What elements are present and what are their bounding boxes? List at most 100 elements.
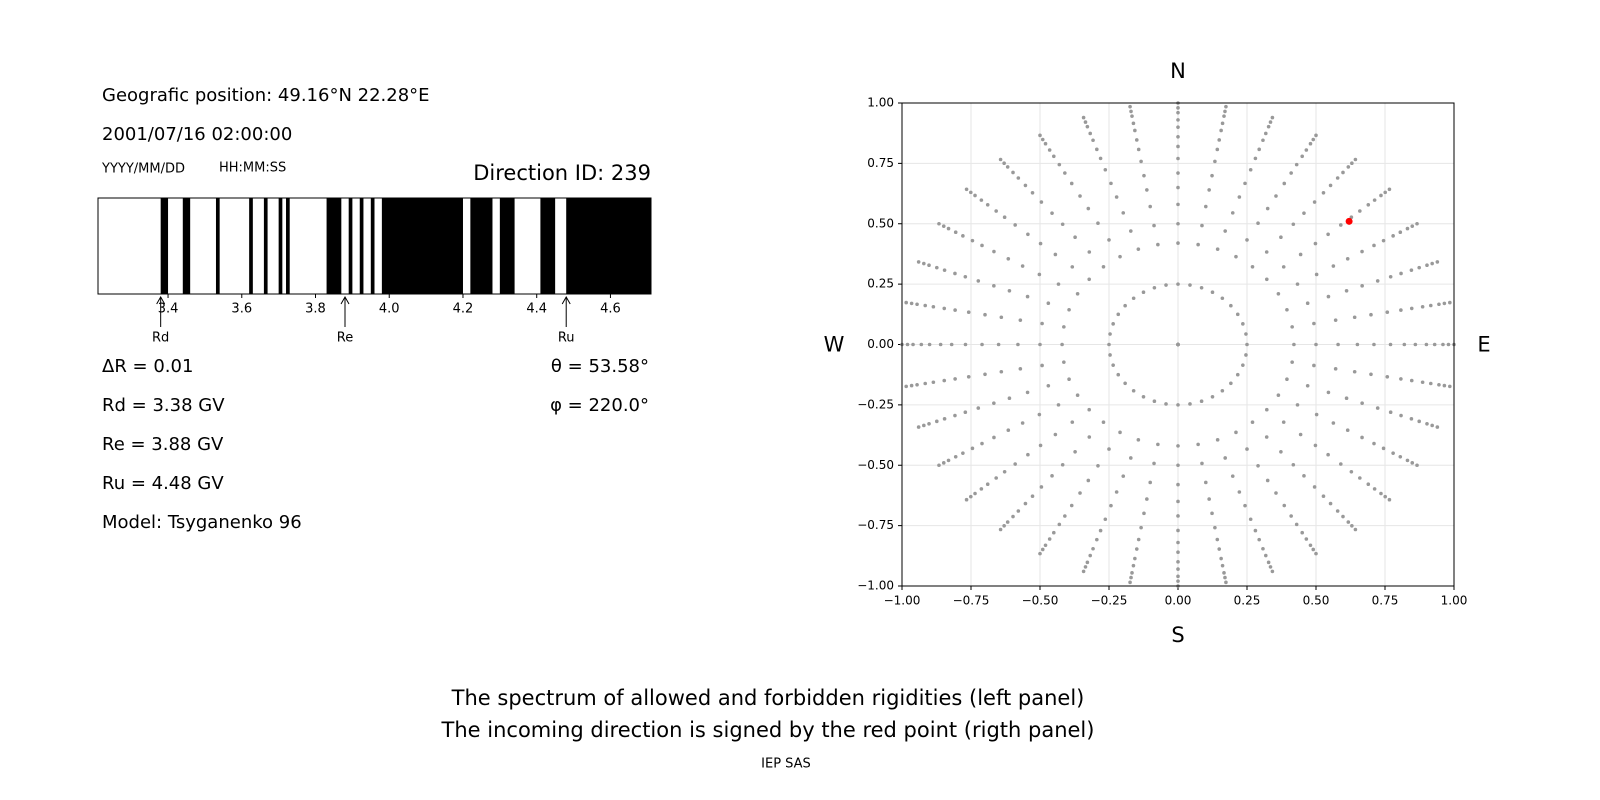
direction-point xyxy=(1121,474,1126,478)
direction-point xyxy=(1046,383,1051,388)
direction-point xyxy=(1241,363,1245,367)
direction-point xyxy=(1428,381,1433,386)
direction-point xyxy=(1005,165,1010,169)
forbidden-band xyxy=(160,198,169,294)
forbidden-band xyxy=(215,198,220,294)
compass-west: W xyxy=(824,333,845,357)
direction-point xyxy=(1176,221,1180,226)
direction-point xyxy=(1312,321,1316,326)
direction-point xyxy=(923,381,928,386)
direction-point xyxy=(1326,390,1331,395)
direction-point xyxy=(1257,147,1261,152)
x-tick-label: −0.50 xyxy=(1022,594,1059,608)
direction-point xyxy=(1067,377,1071,381)
direction-point xyxy=(1405,226,1410,231)
direction-point xyxy=(1335,509,1340,513)
direction-point xyxy=(1016,176,1021,180)
direction-point xyxy=(1038,443,1043,448)
direction-point xyxy=(1107,238,1111,242)
direction-point xyxy=(1133,556,1137,561)
direction-point xyxy=(963,274,968,279)
direction-point xyxy=(1109,503,1113,508)
direction-id: Direction ID: 239 xyxy=(473,161,651,185)
direction-point xyxy=(1353,527,1358,532)
direction-point xyxy=(1075,393,1080,398)
direction-point xyxy=(1265,206,1270,211)
direction-point xyxy=(1295,282,1300,286)
direction-point xyxy=(1083,565,1088,569)
direction-point xyxy=(1420,304,1425,309)
direction-point xyxy=(1210,173,1214,178)
direction-point xyxy=(1215,147,1220,152)
forbidden-band xyxy=(566,198,651,294)
direction-point xyxy=(931,304,936,309)
direction-point xyxy=(1038,133,1042,138)
direction-point xyxy=(922,261,926,266)
direction-point xyxy=(1114,490,1119,494)
direction-point xyxy=(1229,303,1233,308)
direction-point xyxy=(1314,272,1319,277)
direction-point xyxy=(1134,138,1139,142)
direction-point xyxy=(1006,256,1011,261)
x-tick-label: 4.2 xyxy=(453,302,474,317)
direction-point xyxy=(1005,520,1010,524)
direction-point xyxy=(999,369,1004,374)
arrow-head xyxy=(156,295,166,305)
direction-point xyxy=(1256,464,1260,468)
direction-point xyxy=(1176,342,1180,347)
direction-point xyxy=(1121,211,1126,215)
direction-point xyxy=(1234,430,1238,435)
direction-point xyxy=(1333,318,1338,322)
direction-point xyxy=(970,238,975,243)
direction-point xyxy=(1282,181,1287,186)
direction-point xyxy=(1052,530,1056,535)
direction-point xyxy=(992,435,996,440)
direction-point xyxy=(996,342,1001,347)
direction-point xyxy=(1222,571,1226,575)
direction-point xyxy=(1145,497,1149,501)
direction-point xyxy=(1176,403,1180,407)
direction-point xyxy=(1176,574,1180,579)
direction-point xyxy=(961,451,965,455)
x-tick-label: 4.6 xyxy=(600,302,621,317)
direction-point xyxy=(1312,485,1317,489)
direction-point xyxy=(1073,449,1077,454)
direction-point xyxy=(1030,191,1035,195)
y-tick-label: −0.50 xyxy=(857,458,894,472)
direction-point xyxy=(941,224,946,228)
direction-point xyxy=(1118,254,1122,259)
direction-point xyxy=(1372,198,1377,202)
direction-point xyxy=(1410,224,1415,228)
direction-point xyxy=(1223,456,1227,460)
direction-point xyxy=(1007,396,1012,400)
direction-point xyxy=(1220,296,1225,301)
direction-point xyxy=(1139,525,1143,530)
direction-point xyxy=(1321,494,1326,498)
direction-point xyxy=(1409,306,1414,311)
direction-point xyxy=(916,260,921,264)
direction-point xyxy=(1289,514,1293,518)
direction-point xyxy=(1176,110,1180,115)
direction-point xyxy=(1111,363,1115,367)
direction-point xyxy=(1256,221,1260,225)
direction-point xyxy=(1250,265,1255,269)
direction-point xyxy=(1156,242,1160,247)
direction-point xyxy=(1026,232,1030,237)
direction-point xyxy=(1152,399,1157,404)
direction-point xyxy=(1164,283,1168,287)
direction-point xyxy=(1442,383,1447,388)
direction-point xyxy=(915,302,919,307)
direction-point xyxy=(1199,399,1204,404)
forbidden-band xyxy=(278,198,283,294)
direction-point xyxy=(1224,104,1228,109)
direction-point xyxy=(1245,447,1249,451)
direction-point xyxy=(1314,412,1319,417)
direction-point xyxy=(1399,308,1403,312)
credit: IEP SAS xyxy=(761,757,811,772)
direction-point xyxy=(1432,342,1437,347)
direction-point xyxy=(964,497,969,502)
direction-point xyxy=(1020,264,1025,268)
x-tick-label: 3.4 xyxy=(158,302,179,317)
rigidity-value: Ru = 4.48 GV xyxy=(102,473,224,494)
direction-point xyxy=(1302,211,1306,215)
